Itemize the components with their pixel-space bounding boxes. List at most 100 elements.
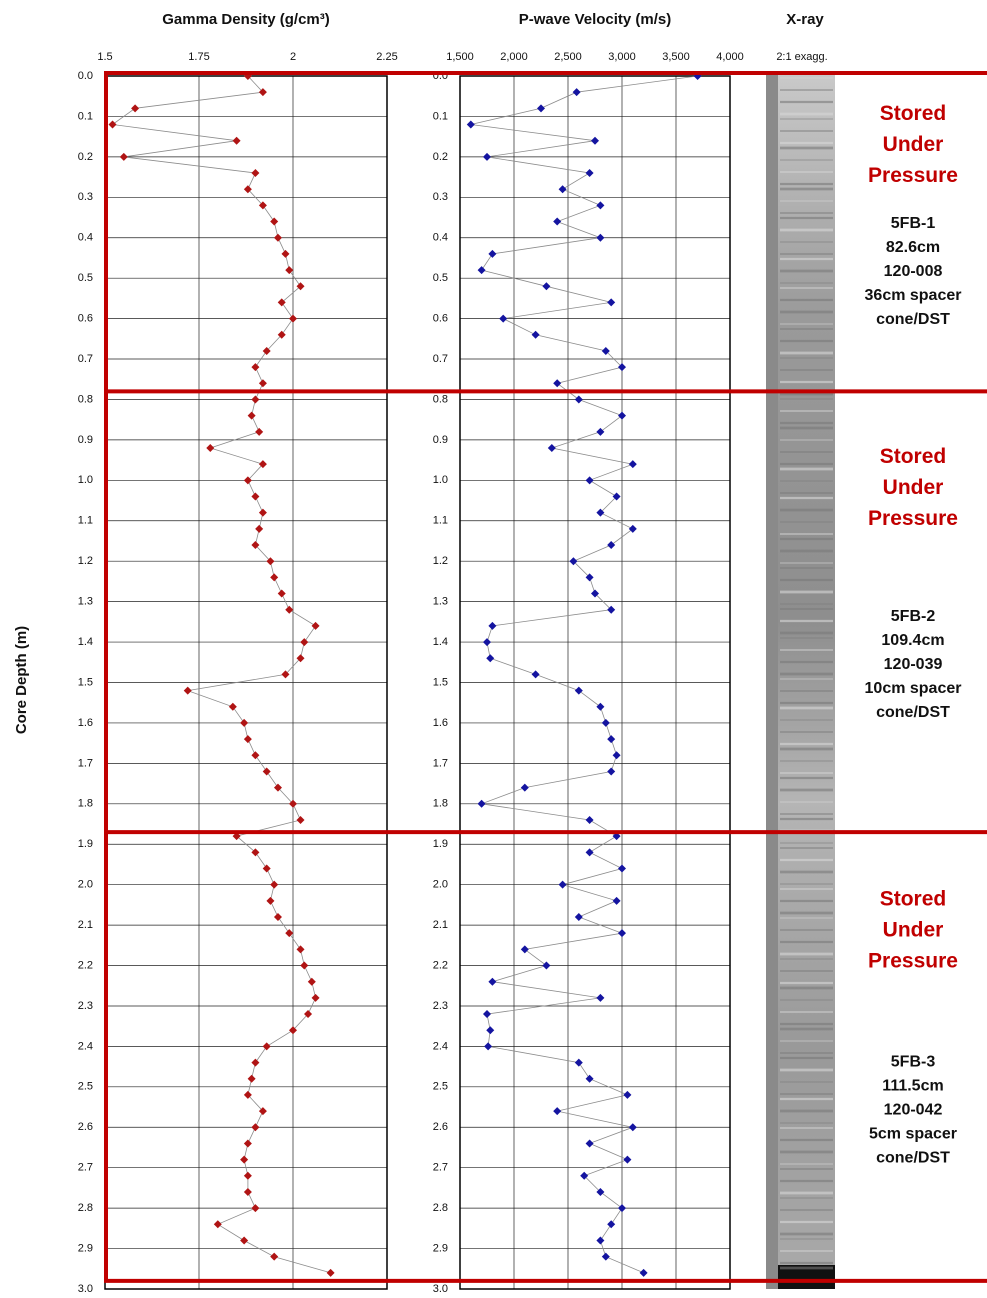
data-point bbox=[251, 493, 259, 501]
data-point bbox=[618, 864, 626, 872]
data-point bbox=[120, 153, 128, 161]
data-point bbox=[251, 1204, 259, 1212]
data-point bbox=[289, 315, 297, 323]
y-tick-label: 1.0 bbox=[433, 474, 448, 486]
chart-title: P-wave Velocity (m/s) bbox=[519, 11, 672, 28]
y-tick-label: 2.1 bbox=[78, 919, 93, 931]
core-detail: 5cm spacer bbox=[869, 1126, 957, 1143]
core-detail: 5FB-2 bbox=[891, 608, 936, 625]
data-point bbox=[263, 864, 271, 872]
data-point bbox=[251, 169, 259, 177]
y-tick-label: 2.4 bbox=[433, 1040, 448, 1052]
data-point bbox=[596, 703, 604, 711]
data-point bbox=[586, 476, 594, 484]
data-point bbox=[251, 751, 259, 759]
x-tick-label: 1.75 bbox=[188, 51, 209, 63]
data-point bbox=[300, 638, 308, 646]
y-tick-label: 0.1 bbox=[78, 110, 93, 122]
data-point bbox=[586, 848, 594, 856]
data-point bbox=[623, 1091, 631, 1099]
series-line bbox=[113, 76, 331, 1273]
data-point bbox=[575, 395, 583, 403]
data-point bbox=[629, 460, 637, 468]
data-point bbox=[613, 751, 621, 759]
x-tick-label: 3,000 bbox=[608, 51, 636, 63]
y-tick-label: 0.7 bbox=[433, 353, 448, 365]
y-tick-label: 1.7 bbox=[433, 757, 448, 769]
x-tick-label: 2,500 bbox=[554, 51, 582, 63]
data-point bbox=[486, 1026, 494, 1034]
core-detail: cone/DST bbox=[876, 1150, 950, 1167]
data-point bbox=[596, 428, 604, 436]
y-tick-label: 1.8 bbox=[433, 798, 448, 810]
data-point bbox=[251, 395, 259, 403]
core-detail: 120-039 bbox=[884, 656, 943, 673]
core-detail: 120-008 bbox=[884, 263, 943, 280]
data-point bbox=[263, 767, 271, 775]
data-point bbox=[308, 978, 316, 986]
x-tick-label: 4,000 bbox=[716, 51, 744, 63]
data-point bbox=[596, 234, 604, 242]
core-detail: 111.5cm bbox=[882, 1078, 943, 1095]
data-point bbox=[285, 266, 293, 274]
data-point bbox=[240, 1236, 248, 1244]
page: X-ray 2:1 exagg. Core Depth (m) Gamma De… bbox=[0, 0, 987, 1298]
data-point bbox=[618, 929, 626, 937]
data-point bbox=[184, 687, 192, 695]
data-point bbox=[229, 703, 237, 711]
data-point bbox=[618, 1204, 626, 1212]
y-tick-label: 2.2 bbox=[78, 959, 93, 971]
y-tick-label: 2.7 bbox=[433, 1162, 448, 1174]
y-tick-label: 2.8 bbox=[433, 1202, 448, 1214]
data-point bbox=[521, 784, 529, 792]
status-label: Under bbox=[883, 476, 944, 499]
data-point bbox=[596, 1236, 604, 1244]
y-tick-label: 2.6 bbox=[78, 1121, 93, 1133]
data-point bbox=[575, 913, 583, 921]
data-point bbox=[300, 962, 308, 970]
y-axis-label: Core Depth (m) bbox=[13, 626, 30, 734]
y-tick-label: 1.3 bbox=[78, 596, 93, 608]
data-point bbox=[542, 962, 550, 970]
data-point bbox=[591, 137, 599, 145]
x-tick-label: 1.5 bbox=[97, 51, 112, 63]
y-tick-label: 1.8 bbox=[78, 798, 93, 810]
data-point bbox=[607, 767, 615, 775]
xray-subtitle: 2:1 exagg. bbox=[776, 51, 827, 63]
data-point bbox=[607, 298, 615, 306]
core-detail: cone/DST bbox=[876, 311, 950, 328]
data-point bbox=[251, 1059, 259, 1067]
data-point bbox=[270, 1253, 278, 1261]
y-tick-label: 0.6 bbox=[78, 313, 93, 325]
y-tick-label: 0.3 bbox=[78, 191, 93, 203]
xray-core bbox=[778, 74, 835, 1289]
status-label: Under bbox=[883, 133, 944, 156]
y-tick-label: 1.1 bbox=[433, 515, 448, 527]
y-tick-label: 0.5 bbox=[78, 272, 93, 284]
data-point bbox=[131, 104, 139, 112]
y-tick-label: 2.0 bbox=[433, 879, 448, 891]
data-point bbox=[618, 412, 626, 420]
data-point bbox=[270, 573, 278, 581]
data-point bbox=[270, 218, 278, 226]
data-point bbox=[559, 881, 567, 889]
data-point bbox=[575, 1059, 583, 1067]
y-tick-label: 2.3 bbox=[433, 1000, 448, 1012]
core-detail: cone/DST bbox=[876, 704, 950, 721]
series-line bbox=[471, 76, 698, 1273]
y-tick-label: 0.1 bbox=[433, 110, 448, 122]
data-point bbox=[255, 428, 263, 436]
data-point bbox=[488, 250, 496, 258]
data-point bbox=[240, 719, 248, 727]
y-tick-label: 0.4 bbox=[433, 232, 448, 244]
data-point bbox=[327, 1269, 335, 1277]
y-tick-label: 0.6 bbox=[433, 313, 448, 325]
data-point bbox=[586, 1075, 594, 1083]
data-point bbox=[607, 541, 615, 549]
data-point bbox=[274, 913, 282, 921]
data-point bbox=[486, 654, 494, 662]
data-point bbox=[240, 1156, 248, 1164]
y-tick-label: 1.2 bbox=[433, 555, 448, 567]
data-point bbox=[244, 1188, 252, 1196]
data-point bbox=[602, 719, 610, 727]
